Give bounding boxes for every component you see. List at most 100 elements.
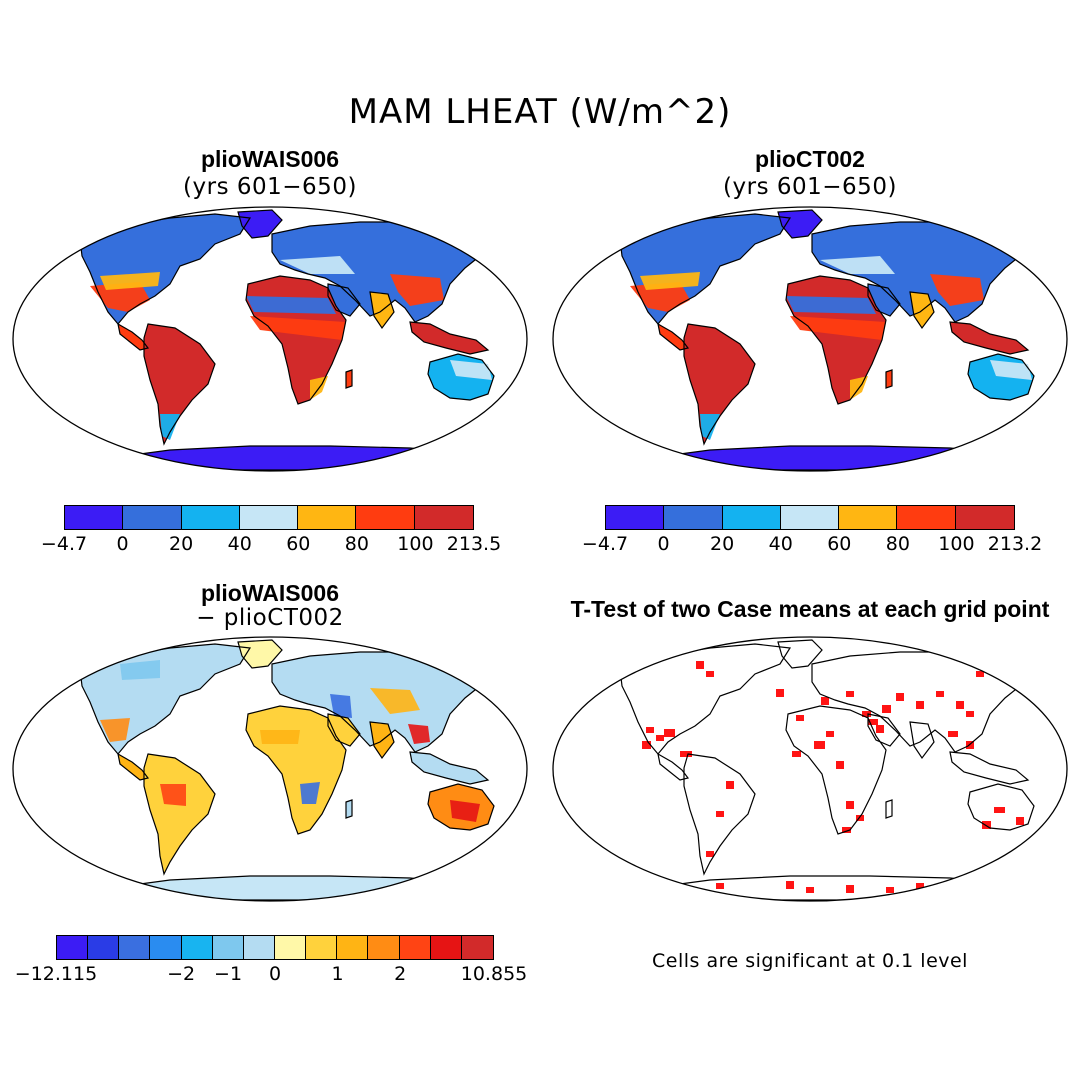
significant-cell bbox=[716, 811, 724, 817]
coastline-seAsia bbox=[949, 751, 1030, 785]
colorbar-swatch bbox=[839, 506, 898, 529]
land-fill-seAsia bbox=[950, 322, 1028, 354]
colorbar-tick-label: −12.115 bbox=[14, 963, 98, 985]
colorbar-tick-label: 40 bbox=[768, 533, 793, 555]
significant-cell bbox=[882, 705, 891, 713]
coastline-seAsia bbox=[949, 321, 1030, 355]
coastline-india bbox=[909, 721, 935, 760]
difference-region bbox=[160, 784, 186, 806]
coastline-africa bbox=[245, 705, 347, 835]
significant-cell bbox=[846, 801, 854, 809]
coastline-southAmerica bbox=[143, 323, 216, 446]
coastline-arabia bbox=[327, 713, 361, 747]
colorbar-tick-label: 213.5 bbox=[446, 533, 502, 555]
map-pliowais006 bbox=[12, 206, 528, 472]
map-difference bbox=[12, 636, 528, 902]
map-border bbox=[552, 206, 1068, 472]
coastline-northAmerica bbox=[79, 213, 252, 325]
colorbar-swatch bbox=[399, 936, 431, 959]
map-content bbox=[79, 209, 495, 471]
value-region bbox=[990, 360, 1032, 380]
colorbar-tick-label: −1 bbox=[214, 963, 243, 985]
colorbar-tick-label: 0 bbox=[116, 533, 129, 555]
colorbar-swatch bbox=[298, 506, 357, 529]
coastline-africa bbox=[785, 275, 887, 405]
significant-cell bbox=[821, 697, 829, 705]
significant-cell bbox=[856, 815, 864, 821]
colorbar-swatch bbox=[414, 506, 473, 529]
value-region bbox=[786, 296, 876, 314]
colorbar-tick-label: 40 bbox=[227, 533, 252, 555]
significant-cell bbox=[726, 781, 734, 789]
colorbar-swatch bbox=[897, 506, 956, 529]
significant-cell bbox=[776, 689, 784, 697]
colorbar-tick-label: 100 bbox=[938, 533, 975, 555]
panel2-subtitle: (yrs 601−650) bbox=[723, 174, 897, 200]
difference-region bbox=[120, 660, 160, 680]
value-region bbox=[246, 296, 336, 314]
colorbar-pliowais006 bbox=[64, 505, 474, 530]
land-fill-seAsia bbox=[410, 322, 488, 354]
significant-cell bbox=[1016, 671, 1024, 677]
coastline-greenland bbox=[237, 209, 283, 239]
significant-cell bbox=[946, 881, 954, 889]
significant-cell bbox=[664, 729, 675, 737]
colorbar-tick-label: 0 bbox=[268, 963, 282, 985]
difference-region bbox=[260, 730, 300, 744]
land-fill-northAmerica bbox=[620, 644, 790, 754]
map-border bbox=[12, 636, 528, 902]
colorbar-swatch bbox=[212, 936, 244, 959]
map-content bbox=[619, 639, 1035, 901]
value-region bbox=[790, 316, 886, 340]
value-region bbox=[930, 274, 984, 306]
colorbar-tick-label: 80 bbox=[885, 533, 910, 555]
significant-cell bbox=[976, 671, 984, 677]
land-fill-centralAmerica bbox=[118, 754, 148, 780]
significant-cell bbox=[642, 741, 651, 749]
coastline-australia bbox=[427, 353, 495, 401]
coastline-seAsia bbox=[409, 751, 490, 785]
land-fill-centralAmerica bbox=[658, 324, 688, 350]
colorbar-tick-label: 60 bbox=[286, 533, 311, 555]
colorbar-tick-label: 60 bbox=[827, 533, 852, 555]
colorbar-tick-label: 80 bbox=[344, 533, 369, 555]
significance-note: Cells are significant at 0.1 level bbox=[652, 950, 968, 972]
colorbar-swatch bbox=[123, 506, 182, 529]
land-fill-seAsia bbox=[410, 752, 488, 784]
coastline-madagascar bbox=[345, 799, 353, 819]
value-region bbox=[160, 414, 180, 440]
colorbar-swatch bbox=[274, 936, 307, 959]
colorbar-swatch bbox=[606, 506, 665, 529]
value-region bbox=[90, 282, 150, 312]
significant-cell bbox=[876, 725, 884, 733]
coastline-southAmerica bbox=[683, 323, 756, 446]
map-border bbox=[552, 636, 1068, 902]
land-fill-southAmerica bbox=[144, 754, 215, 874]
land-fill-seAsia bbox=[950, 752, 1028, 784]
coastline-seAsia bbox=[409, 321, 490, 355]
significant-cell bbox=[994, 807, 1005, 813]
significant-cell bbox=[796, 715, 804, 721]
significant-cell bbox=[706, 671, 714, 677]
coastline-northAmerica bbox=[79, 643, 252, 755]
difference-region bbox=[300, 782, 320, 804]
land-fill-madagascar bbox=[886, 370, 892, 388]
coastline-greenland bbox=[777, 209, 823, 239]
coastline-madagascar bbox=[885, 799, 893, 819]
land-fill-southAmerica bbox=[144, 324, 215, 444]
difference-region bbox=[370, 688, 420, 714]
significant-cell bbox=[982, 821, 991, 829]
significant-cell bbox=[696, 661, 704, 669]
significant-cell bbox=[814, 741, 825, 749]
value-region bbox=[250, 316, 346, 340]
map-content bbox=[619, 209, 1035, 471]
land-fill-centralAmerica bbox=[658, 754, 688, 780]
significant-cell bbox=[966, 711, 974, 717]
colorbar-tick-label: −4.7 bbox=[581, 533, 629, 555]
coastline-arabia bbox=[867, 713, 901, 747]
value-region bbox=[820, 256, 895, 274]
panel3-subtitle: − plioCT002 bbox=[196, 605, 344, 631]
colorbar-swatch bbox=[150, 936, 182, 959]
significant-cell bbox=[956, 701, 964, 709]
value-region bbox=[390, 274, 444, 306]
